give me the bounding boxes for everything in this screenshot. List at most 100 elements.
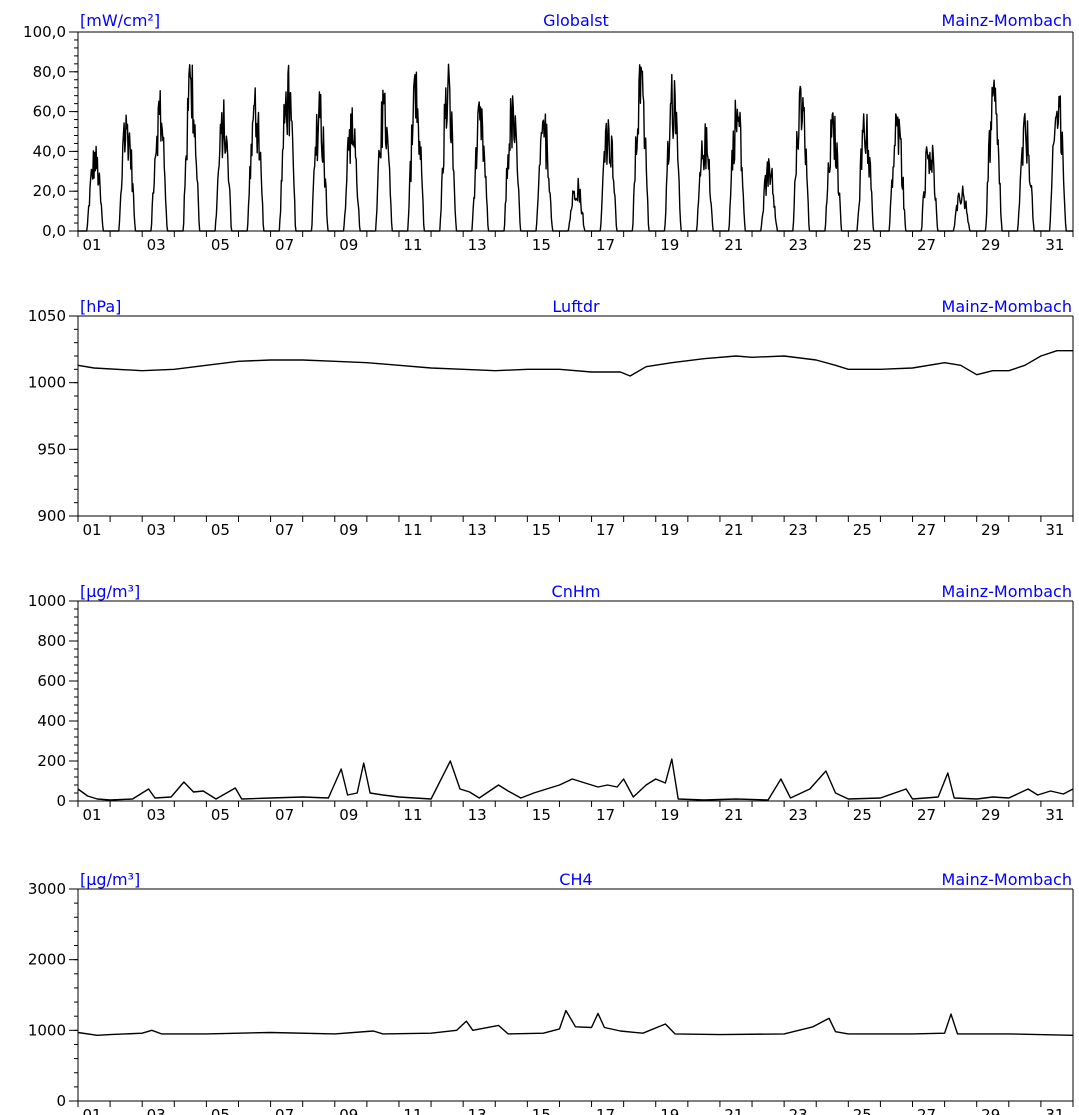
x-tick-label: 09: [339, 1106, 358, 1115]
x-tick-label: 13: [468, 806, 487, 824]
x-tick-label: 21: [724, 1106, 743, 1115]
y-tick-label: 100,0: [23, 23, 66, 41]
x-tick-label: 03: [147, 521, 166, 539]
x-tick-label: 11: [403, 521, 422, 539]
y-tick-label: 950: [37, 440, 66, 458]
x-tick-label: 29: [981, 806, 1000, 824]
station-label: Mainz-Mombach: [942, 582, 1072, 601]
x-tick-label: 23: [789, 521, 808, 539]
x-tick-label: 21: [724, 806, 743, 824]
x-tick-label: 23: [789, 806, 808, 824]
x-tick-label: 05: [211, 236, 230, 254]
y-tick-label: 1000: [28, 1021, 66, 1039]
x-tick-label: 23: [789, 236, 808, 254]
x-tick-label: 09: [339, 521, 358, 539]
x-tick-label: 17: [596, 521, 615, 539]
x-tick-label: 11: [403, 236, 422, 254]
x-tick-label: 03: [147, 236, 166, 254]
x-tick-label: 31: [1045, 521, 1064, 539]
station-label: Mainz-Mombach: [942, 297, 1072, 316]
x-tick-label: 31: [1045, 236, 1064, 254]
x-tick-label: 13: [468, 1106, 487, 1115]
x-tick-label: 01: [82, 236, 101, 254]
x-tick-label: 15: [532, 521, 551, 539]
y-tick-label: 3000: [28, 880, 66, 898]
x-tick-label: 19: [660, 521, 679, 539]
x-tick-label: 01: [82, 806, 101, 824]
unit-label: [μg/m³]: [80, 582, 140, 601]
x-tick-label: 21: [724, 236, 743, 254]
x-tick-label: 07: [275, 236, 294, 254]
x-tick-label: 27: [917, 236, 936, 254]
y-tick-label: 0: [56, 1092, 66, 1110]
y-tick-label: 20,0: [33, 182, 66, 200]
x-tick-label: 03: [147, 1106, 166, 1115]
y-tick-label: 1050: [28, 307, 66, 325]
chart-title: CnHm: [552, 582, 601, 601]
x-tick-label: 15: [532, 806, 551, 824]
y-tick-label: 800: [37, 632, 66, 650]
y-tick-label: 0,0: [42, 222, 66, 240]
chart-panel-ch4: [μg/m³] CH4 Mainz-Mombach 3000 2000 1000 0 0…: [28, 870, 1074, 1115]
x-tick-label: 31: [1045, 806, 1064, 824]
x-tick-label: 29: [981, 236, 1000, 254]
x-tick-label: 31: [1045, 1106, 1064, 1115]
x-tick-label: 05: [211, 1106, 230, 1115]
x-tick-label: 17: [596, 236, 615, 254]
x-tick-label: 25: [853, 521, 872, 539]
y-tick-label: 2000: [28, 951, 66, 969]
x-tick-label: 09: [339, 236, 358, 254]
x-tick-label: 01: [82, 521, 101, 539]
station-label: Mainz-Mombach: [942, 11, 1072, 30]
y-tick-label: 400: [37, 712, 66, 730]
y-tick-label: 40,0: [33, 142, 66, 160]
x-tick-label: 29: [981, 1106, 1000, 1115]
x-tick-label: 27: [917, 806, 936, 824]
x-tick-label: 25: [853, 806, 872, 824]
series-line: [77, 758, 1074, 801]
chart-panel-cnhm: [μg/m³] CnHm Mainz-Mombach 1000 800 600 400…: [28, 582, 1074, 824]
x-tick-label: 25: [853, 236, 872, 254]
x-tick-label: 13: [468, 236, 487, 254]
x-tick-label: 07: [275, 521, 294, 539]
station-label: Mainz-Mombach: [942, 870, 1072, 889]
x-tick-label: 07: [275, 1106, 294, 1115]
x-tick-label: 11: [403, 806, 422, 824]
x-tick-label: 09: [339, 806, 358, 824]
x-tick-label: 19: [660, 806, 679, 824]
x-tick-label: 07: [275, 806, 294, 824]
x-tick-label: 05: [211, 521, 230, 539]
x-tick-label: 23: [789, 1106, 808, 1115]
x-tick-label: 29: [981, 521, 1000, 539]
chart-title: CH4: [559, 870, 592, 889]
chart-title: Globalst: [543, 11, 609, 30]
unit-label: [mW/cm²]: [80, 11, 160, 30]
x-tick-label: 13: [468, 521, 487, 539]
y-tick-label: 0: [56, 792, 66, 810]
x-tick-label: 27: [917, 1106, 936, 1115]
x-tick-label: 27: [917, 521, 936, 539]
unit-label: [μg/m³]: [80, 870, 140, 889]
chart-panel-globalst: [mW/cm²] Globalst Mainz-Mombach 100,0 80,…: [23, 11, 1074, 254]
y-tick-label: 60,0: [33, 103, 66, 121]
unit-label: [hPa]: [80, 297, 121, 316]
x-tick-label: 11: [403, 1106, 422, 1115]
x-tick-label: 21: [724, 521, 743, 539]
series-line: [77, 350, 1073, 377]
chart-title: Luftdr: [552, 297, 600, 316]
x-tick-label: 19: [660, 1106, 679, 1115]
x-tick-label: 17: [596, 806, 615, 824]
x-tick-label: 05: [211, 806, 230, 824]
x-tick-label: 03: [147, 806, 166, 824]
x-tick-label: 17: [596, 1106, 615, 1115]
y-tick-label: 80,0: [33, 63, 66, 81]
x-tick-label: 01: [82, 1106, 101, 1115]
x-tick-label: 15: [532, 236, 551, 254]
x-tick-label: 25: [853, 1106, 872, 1115]
y-tick-label: 600: [37, 672, 66, 690]
y-tick-label: 1000: [28, 374, 66, 392]
y-tick-label: 900: [37, 507, 66, 525]
y-tick-label: 200: [37, 752, 66, 770]
x-tick-label: 15: [532, 1106, 551, 1115]
